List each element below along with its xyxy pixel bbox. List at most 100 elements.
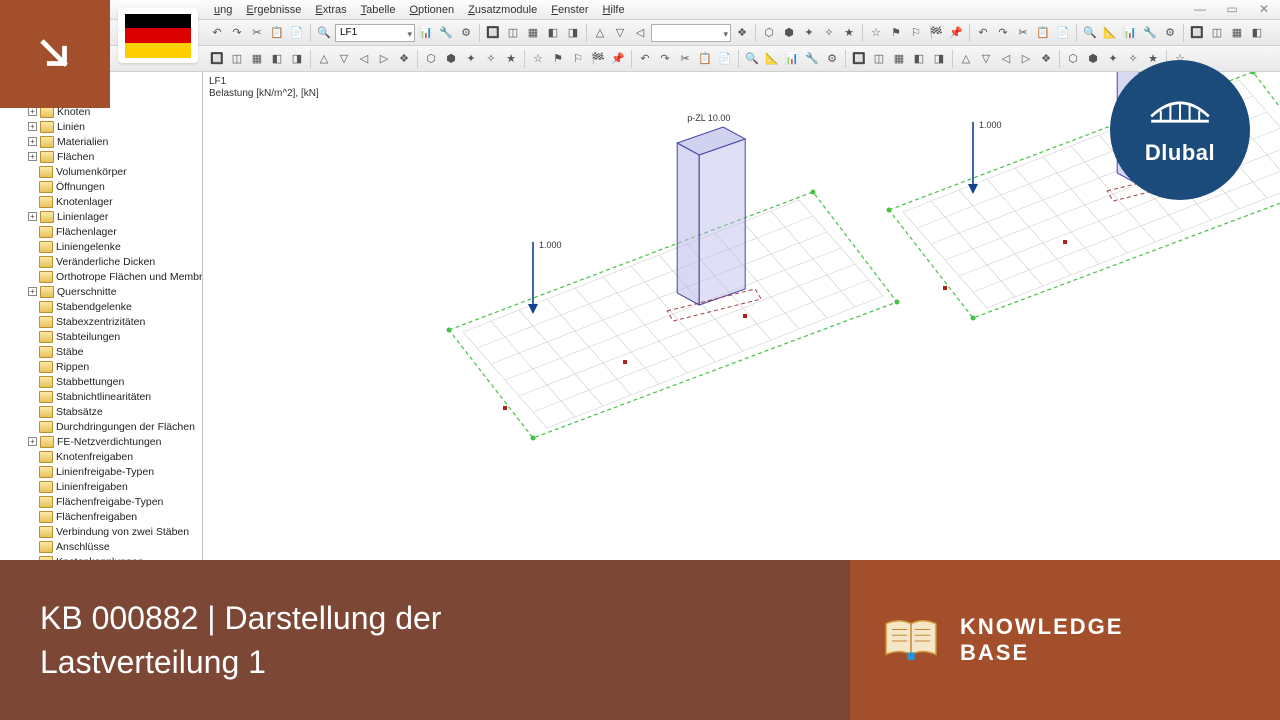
toolbar-button[interactable]: ◧ <box>910 50 928 68</box>
toolbar-button[interactable]: ↷ <box>228 24 246 42</box>
toolbar-combo[interactable]: LF1 <box>335 24 415 42</box>
toolbar-button[interactable]: 📌 <box>947 24 965 42</box>
tree-item[interactable]: Verbindung von zwei Stäben <box>0 524 202 539</box>
toolbar-button[interactable]: △ <box>315 50 333 68</box>
tree-item[interactable]: Flächenfreigaben <box>0 509 202 524</box>
toolbar-button[interactable]: ▦ <box>248 50 266 68</box>
toolbar-button[interactable]: △ <box>957 50 975 68</box>
toolbar-button[interactable]: 🔲 <box>208 50 226 68</box>
tree-item[interactable]: Rippen <box>0 359 202 374</box>
tree-item[interactable]: Flächenfreigabe-Typen <box>0 494 202 509</box>
toolbar-button[interactable]: ◨ <box>288 50 306 68</box>
toolbar-button[interactable]: ◫ <box>1208 24 1226 42</box>
toolbar-button[interactable]: 🔧 <box>803 50 821 68</box>
tree-item[interactable]: Liniengelenke <box>0 239 202 254</box>
toolbar-button[interactable]: ⚑ <box>887 24 905 42</box>
toolbar-button[interactable]: 📋 <box>1034 24 1052 42</box>
toolbar-button[interactable]: ↷ <box>994 24 1012 42</box>
tree-item[interactable]: Veränderliche Dicken <box>0 254 202 269</box>
toolbar-button[interactable]: ◁ <box>997 50 1015 68</box>
toolbar-button[interactable]: ✦ <box>800 24 818 42</box>
toolbar-button[interactable]: ⬢ <box>1084 50 1102 68</box>
toolbar-button[interactable]: 🔲 <box>850 50 868 68</box>
toolbar-button[interactable]: ◧ <box>268 50 286 68</box>
menu-zusatzmodule[interactable]: Zusatzmodule <box>462 2 543 18</box>
tree-item[interactable]: Flächenlager <box>0 224 202 239</box>
toolbar-button[interactable]: ❖ <box>733 24 751 42</box>
toolbar-button[interactable]: ⬡ <box>760 24 778 42</box>
toolbar-button[interactable]: ⬢ <box>442 50 460 68</box>
menu-hilfe[interactable]: Hilfe <box>597 2 631 18</box>
tree-item[interactable]: +Flächen <box>0 149 202 164</box>
tree-item[interactable]: Öffnungen <box>0 179 202 194</box>
toolbar-button[interactable]: 📄 <box>288 24 306 42</box>
minimize-button[interactable]: — <box>1188 2 1212 16</box>
maximize-button[interactable]: ▭ <box>1220 2 1244 16</box>
toolbar-button[interactable]: ✦ <box>1104 50 1122 68</box>
toolbar-button[interactable]: 📋 <box>268 24 286 42</box>
toolbar-button[interactable]: ▽ <box>977 50 995 68</box>
tree-item[interactable]: Stabsätze <box>0 404 202 419</box>
toolbar-button[interactable]: ⚙ <box>457 24 475 42</box>
tree-item[interactable]: Orthotrope Flächen und Membranen <box>0 269 202 284</box>
toolbar-button[interactable]: 🔧 <box>437 24 455 42</box>
tree-item[interactable]: Durchdringungen der Flächen <box>0 419 202 434</box>
toolbar-button[interactable]: ⬢ <box>780 24 798 42</box>
toolbar-combo[interactable] <box>651 24 731 42</box>
toolbar-button[interactable]: ↶ <box>974 24 992 42</box>
tree-item[interactable]: Stabteilungen <box>0 329 202 344</box>
toolbar-button[interactable]: 📐 <box>763 50 781 68</box>
toolbar-button[interactable]: 📐 <box>1101 24 1119 42</box>
toolbar-button[interactable]: ◧ <box>1248 24 1266 42</box>
tree-item[interactable]: +Materialien <box>0 134 202 149</box>
toolbar-button[interactable]: ⚑ <box>549 50 567 68</box>
toolbar-button[interactable]: ⬡ <box>1064 50 1082 68</box>
toolbar-button[interactable]: ⚐ <box>907 24 925 42</box>
toolbar-button[interactable]: ✧ <box>1124 50 1142 68</box>
toolbar-button[interactable]: 🔧 <box>1141 24 1159 42</box>
toolbar-button[interactable]: 📌 <box>609 50 627 68</box>
toolbar-button[interactable]: ✧ <box>820 24 838 42</box>
toolbar-button[interactable]: ↷ <box>656 50 674 68</box>
menu-tabelle[interactable]: Tabelle <box>355 2 402 18</box>
toolbar-button[interactable]: ◫ <box>870 50 888 68</box>
tree-item[interactable]: Knotenlager <box>0 194 202 209</box>
toolbar-button[interactable]: ◨ <box>930 50 948 68</box>
tree-item[interactable]: Anschlüsse <box>0 539 202 554</box>
toolbar-button[interactable]: ✧ <box>482 50 500 68</box>
toolbar-button[interactable]: ◧ <box>544 24 562 42</box>
toolbar-button[interactable]: 📄 <box>1054 24 1072 42</box>
tree-item[interactable]: Stäbe <box>0 344 202 359</box>
tree-item[interactable]: +Linien <box>0 119 202 134</box>
toolbar-button[interactable]: 🏁 <box>589 50 607 68</box>
toolbar-button[interactable]: ❖ <box>1037 50 1055 68</box>
toolbar-button[interactable]: ↶ <box>636 50 654 68</box>
tree-item[interactable]: Stabnichtlinearitäten <box>0 389 202 404</box>
tree-item[interactable]: Stabendgelenke <box>0 299 202 314</box>
toolbar-button[interactable]: ▦ <box>1228 24 1246 42</box>
toolbar-button[interactable]: ◫ <box>504 24 522 42</box>
tree-item[interactable]: Stabbettungen <box>0 374 202 389</box>
toolbar-button[interactable]: ⚙ <box>1161 24 1179 42</box>
tree-item[interactable]: Linienfreigabe-Typen <box>0 464 202 479</box>
menu-ergebnisse[interactable]: Ergebnisse <box>240 2 307 18</box>
toolbar-button[interactable]: ▷ <box>375 50 393 68</box>
tree-item[interactable]: +Linienlager <box>0 209 202 224</box>
toolbar-button[interactable]: ⚐ <box>569 50 587 68</box>
menu-extras[interactable]: Extras <box>309 2 352 18</box>
toolbar-button[interactable]: ◨ <box>564 24 582 42</box>
toolbar-button[interactable]: ✂ <box>676 50 694 68</box>
toolbar-button[interactable]: 🔍 <box>1081 24 1099 42</box>
close-button[interactable]: ✕ <box>1252 2 1276 16</box>
toolbar-button[interactable]: ✦ <box>462 50 480 68</box>
toolbar-button[interactable]: ★ <box>502 50 520 68</box>
toolbar-button[interactable]: 🔲 <box>484 24 502 42</box>
toolbar-button[interactable]: 📊 <box>417 24 435 42</box>
toolbar-button[interactable]: 📊 <box>783 50 801 68</box>
tree-item[interactable]: Volumenkörper <box>0 164 202 179</box>
toolbar-button[interactable]: ★ <box>840 24 858 42</box>
toolbar-button[interactable]: ▷ <box>1017 50 1035 68</box>
tree-item[interactable]: +Querschnitte <box>0 284 202 299</box>
tree-item[interactable]: Knotenfreigaben <box>0 449 202 464</box>
toolbar-button[interactable]: ✂ <box>1014 24 1032 42</box>
